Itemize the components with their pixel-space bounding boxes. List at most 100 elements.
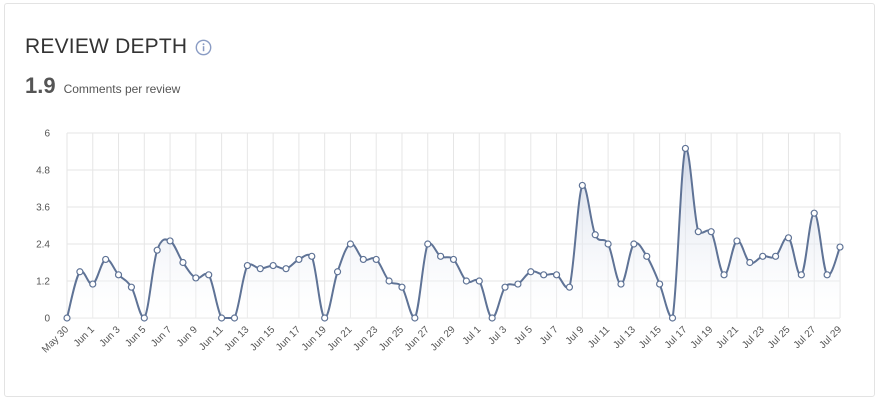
data-point bbox=[192, 274, 200, 282]
data-point bbox=[746, 258, 754, 267]
data-point bbox=[153, 246, 161, 254]
data-point bbox=[295, 255, 303, 264]
y-tick-label: 2.4 bbox=[36, 240, 50, 251]
metric-summary: 1.9 Comments per review bbox=[25, 73, 180, 99]
data-point bbox=[63, 314, 71, 322]
data-point bbox=[823, 271, 831, 279]
x-tick-label: Jul 7 bbox=[538, 324, 561, 347]
x-tick-label: Jul 13 bbox=[611, 324, 638, 351]
metric-label: Comments per review bbox=[63, 82, 181, 96]
x-tick-label: Jun 1 bbox=[72, 324, 97, 349]
x-tick-label: Jun 23 bbox=[351, 324, 380, 353]
y-tick-label: 3.6 bbox=[36, 203, 50, 214]
data-point bbox=[604, 240, 612, 248]
x-tick-label: Jul 29 bbox=[817, 324, 844, 351]
data-point bbox=[694, 228, 702, 236]
data-point bbox=[437, 252, 445, 260]
x-tick-label: Jun 19 bbox=[300, 324, 329, 353]
y-tick-label: 0 bbox=[44, 314, 50, 325]
data-point bbox=[630, 240, 638, 248]
x-tick-label: Jul 21 bbox=[714, 324, 741, 351]
x-tick-label: Jul 23 bbox=[740, 324, 767, 351]
data-point bbox=[256, 265, 264, 273]
data-point bbox=[527, 268, 535, 276]
data-point bbox=[475, 277, 483, 285]
data-point bbox=[668, 314, 677, 322]
x-tick-label: Jul 19 bbox=[689, 324, 716, 351]
data-point bbox=[114, 271, 123, 279]
data-point bbox=[591, 231, 599, 239]
data-point bbox=[552, 271, 561, 279]
data-point bbox=[836, 243, 844, 251]
x-tick-label: Jul 15 bbox=[637, 324, 664, 351]
x-tick-label: Jun 3 bbox=[98, 324, 123, 349]
data-point bbox=[810, 209, 818, 217]
data-point bbox=[656, 280, 664, 288]
review-depth-card bbox=[4, 3, 875, 397]
data-point bbox=[76, 268, 84, 276]
x-tick-label: Jun 27 bbox=[403, 324, 432, 353]
x-tick-label: Jul 3 bbox=[486, 324, 509, 347]
data-point bbox=[179, 258, 187, 267]
data-point bbox=[784, 234, 793, 242]
data-point bbox=[230, 314, 239, 322]
x-tick-label: Jun 25 bbox=[377, 324, 406, 353]
data-point bbox=[127, 283, 136, 291]
data-point bbox=[617, 280, 625, 288]
x-tick-label: Jul 9 bbox=[564, 324, 587, 347]
x-tick-label: May 30 bbox=[40, 324, 71, 355]
data-point bbox=[359, 255, 367, 264]
x-tick-label: Jun 17 bbox=[274, 324, 303, 353]
data-point bbox=[205, 271, 213, 279]
data-point bbox=[308, 252, 316, 260]
y-tick-label: 4.8 bbox=[36, 166, 50, 177]
card-header: REVIEW DEPTH bbox=[25, 35, 212, 59]
data-point bbox=[372, 255, 380, 264]
data-point bbox=[488, 314, 496, 322]
x-tick-label: Jul 5 bbox=[512, 324, 535, 347]
data-point bbox=[346, 240, 355, 248]
data-point bbox=[707, 228, 715, 236]
data-point bbox=[449, 255, 458, 264]
info-circle-icon[interactable] bbox=[195, 39, 212, 56]
card-title: REVIEW DEPTH bbox=[25, 35, 188, 58]
data-point bbox=[733, 237, 741, 245]
data-point bbox=[333, 268, 342, 276]
data-point bbox=[514, 280, 522, 288]
data-point bbox=[681, 144, 690, 153]
data-point bbox=[102, 255, 110, 264]
x-tick-label: Jun 13 bbox=[222, 324, 251, 353]
x-tick-label: Jul 17 bbox=[663, 324, 690, 351]
data-point bbox=[398, 283, 406, 291]
data-point bbox=[565, 283, 574, 291]
data-point bbox=[411, 314, 419, 322]
data-point bbox=[797, 271, 805, 279]
data-point bbox=[282, 265, 290, 273]
x-tick-label: Jun 5 bbox=[123, 324, 148, 349]
data-point bbox=[424, 240, 432, 248]
data-point bbox=[771, 252, 780, 260]
data-point bbox=[166, 237, 174, 245]
data-point bbox=[578, 181, 586, 190]
data-point bbox=[218, 314, 226, 322]
x-tick-label: Jun 29 bbox=[429, 324, 458, 353]
x-tick-label: Jun 11 bbox=[197, 324, 226, 353]
x-tick-label: Jul 11 bbox=[586, 324, 612, 350]
x-tick-label: Jun 7 bbox=[149, 324, 174, 349]
data-point bbox=[269, 261, 277, 270]
data-point bbox=[385, 277, 393, 285]
data-point bbox=[643, 252, 651, 260]
data-point bbox=[759, 252, 767, 260]
data-point bbox=[501, 283, 509, 291]
series-area-fill bbox=[67, 148, 840, 318]
x-tick-label: Jul 27 bbox=[792, 324, 819, 351]
data-point bbox=[140, 314, 148, 322]
metric-value: 1.9 bbox=[25, 73, 56, 98]
x-tick-label: Jun 15 bbox=[248, 324, 277, 353]
data-point bbox=[540, 271, 548, 279]
data-point bbox=[243, 261, 251, 270]
x-tick-label: Jul 1 bbox=[461, 324, 484, 347]
data-point bbox=[720, 271, 728, 279]
data-point bbox=[89, 280, 97, 288]
